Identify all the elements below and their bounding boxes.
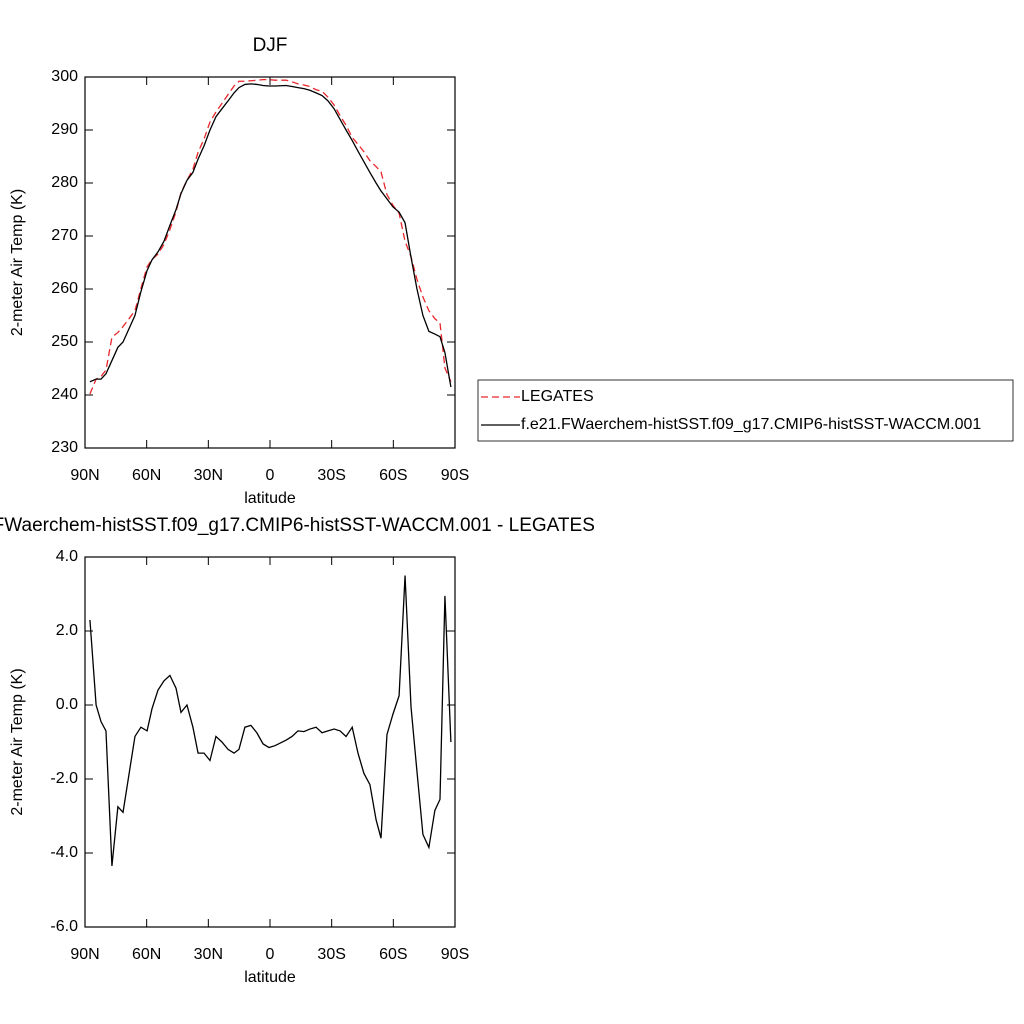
y-axis-label: 2-meter Air Temp (K) [9, 189, 26, 336]
data-line [89, 83, 452, 388]
legend-label: LEGATES [521, 388, 594, 405]
y-tick-label: 230 [51, 439, 78, 456]
x-tick-label: 30S [317, 467, 345, 484]
legend-box [477, 379, 1014, 442]
x-tick-label: 60N [132, 467, 161, 484]
y-tick-label: 270 [51, 227, 78, 244]
x-tick-label: 90S [441, 467, 469, 484]
chart-title: f.e21.FWaerchem-histSST.f09_g17.CMIP6-hi… [0, 515, 595, 536]
y-tick-label: -4.0 [50, 844, 78, 861]
y-tick-label: 4.0 [56, 548, 78, 565]
x-tick-label: 0 [266, 467, 275, 484]
x-tick-label: 90N [70, 467, 99, 484]
x-tick-label: 30N [194, 946, 223, 963]
x-tick-label: 90N [70, 946, 99, 963]
y-tick-label: 300 [51, 68, 78, 85]
x-tick-label: 90S [441, 946, 469, 963]
x-axis-label: latitude [244, 969, 296, 986]
y-tick-label: -6.0 [50, 918, 78, 935]
y-axis-label: 2-meter Air Temp (K) [9, 668, 26, 815]
x-axis-label: latitude [244, 490, 296, 507]
y-tick-label: 0.0 [56, 696, 78, 713]
chart-title: DJF [253, 35, 288, 56]
x-tick-label: 60S [379, 467, 407, 484]
y-tick-label: 240 [51, 386, 78, 403]
plot-frame [84, 556, 456, 928]
x-tick-label: 0 [266, 946, 275, 963]
y-tick-label: 2.0 [56, 622, 78, 639]
legend-label: f.e21.FWaerchem-histSST.f09_g17.CMIP6-hi… [521, 416, 981, 433]
y-tick-label: 290 [51, 121, 78, 138]
x-tick-label: 60N [132, 946, 161, 963]
y-tick-label: 260 [51, 280, 78, 297]
data-line [89, 575, 452, 867]
x-tick-label: 60S [379, 946, 407, 963]
x-tick-label: 30S [317, 946, 345, 963]
y-tick-label: 280 [51, 174, 78, 191]
x-tick-label: 30N [194, 467, 223, 484]
data-line [89, 79, 452, 395]
y-tick-label: -2.0 [50, 770, 78, 787]
y-tick-label: 250 [51, 333, 78, 350]
plot-frame [84, 76, 456, 449]
